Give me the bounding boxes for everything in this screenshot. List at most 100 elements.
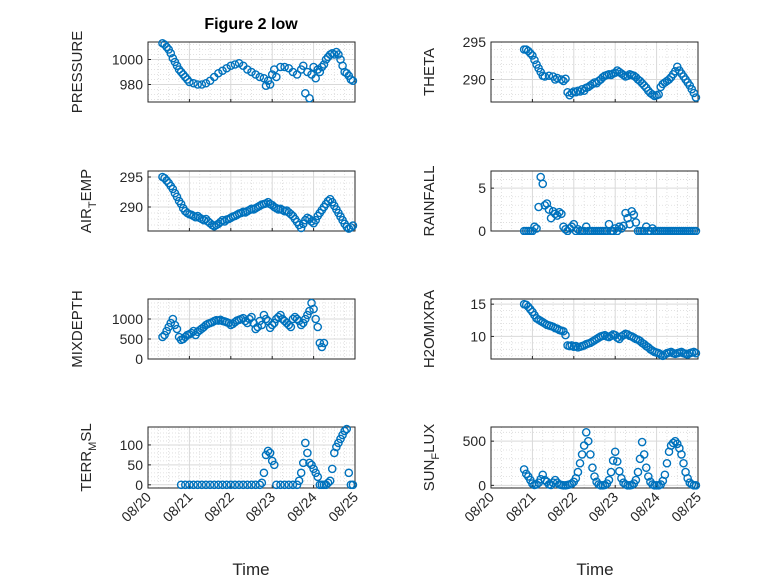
data-point: [274, 312, 283, 322]
data-point: [309, 304, 318, 314]
data-point: [257, 478, 267, 488]
series-markers: [176, 424, 358, 490]
x-tick-label: 08/21: [502, 489, 538, 525]
data-point: [240, 316, 250, 326]
data-point: [606, 70, 616, 80]
data-point: [185, 480, 194, 490]
series-markers: [158, 172, 358, 233]
data-point: [325, 476, 335, 486]
data-point: [298, 61, 308, 71]
data-point: [544, 71, 554, 81]
data-point: [641, 463, 651, 472]
data-point: [261, 81, 271, 91]
data-point: [280, 480, 289, 490]
y-tick-label: 100: [120, 437, 144, 453]
data-point: [259, 468, 269, 478]
data-point: [261, 314, 271, 324]
x-tick-label: 08/20: [461, 489, 497, 525]
data-point: [298, 458, 308, 468]
data-point: [590, 472, 599, 481]
x-axis-label-left: Time: [232, 560, 269, 579]
data-point: [193, 80, 202, 89]
x-tick-label: 08/22: [544, 489, 580, 525]
data-point: [588, 463, 597, 472]
data-point: [536, 172, 545, 182]
data-point: [319, 60, 329, 69]
y-axis-label: THETA: [421, 48, 438, 96]
data-point: [255, 72, 265, 82]
data-point: [230, 60, 240, 69]
data-point: [530, 55, 539, 65]
data-point: [193, 480, 202, 490]
data-point: [639, 81, 649, 90]
data-point: [187, 328, 196, 338]
data-point: [623, 71, 632, 81]
data-point: [348, 480, 358, 490]
data-point: [286, 209, 296, 219]
data-point: [664, 75, 674, 84]
data-point: [180, 72, 190, 82]
data-point: [220, 217, 229, 226]
series-markers: [519, 45, 701, 102]
y-tick-label: 1000: [112, 52, 143, 68]
data-point: [615, 466, 624, 476]
subplot-5: 0 500 1000 MIXDEPTH: [69, 290, 356, 368]
data-point: [691, 93, 701, 102]
data-point: [303, 448, 312, 458]
data-point: [575, 458, 585, 468]
data-point: [332, 47, 341, 57]
y-tick-label: 980: [120, 77, 144, 93]
data-point: [668, 438, 678, 448]
data-point: [691, 348, 701, 358]
x-tick-label: 08/24: [627, 489, 663, 525]
data-point: [528, 51, 537, 60]
data-point: [218, 480, 227, 490]
subplot-6: 10 15 H2OMIXRA: [421, 290, 701, 368]
data-point: [243, 480, 252, 490]
data-point: [305, 458, 314, 468]
data-point: [619, 70, 628, 80]
data-point: [532, 224, 541, 233]
data-point: [160, 40, 169, 49]
data-point: [290, 312, 300, 322]
data-point: [247, 480, 256, 490]
series-markers: [158, 38, 358, 103]
subplot-8: 0 500 08/20 08/21 08/22 08/23 08/24 08/25 SUNFLU…: [421, 424, 704, 525]
subplot-1: 980 1000 PRESSURE: [69, 31, 358, 113]
data-point: [617, 224, 626, 233]
data-point: [176, 67, 186, 77]
data-point: [660, 470, 670, 480]
data-point: [348, 76, 358, 86]
data-point: [523, 302, 533, 312]
data-point: [311, 215, 320, 225]
y-tick-label: 50: [127, 457, 143, 473]
y-axis-label: RAINFALL: [421, 166, 438, 237]
data-point: [689, 88, 699, 98]
data-point: [327, 464, 337, 474]
data-point: [639, 226, 649, 235]
data-point: [683, 473, 692, 483]
data-point: [180, 480, 190, 490]
data-point: [637, 437, 647, 447]
data-point: [311, 73, 320, 83]
data-point: [176, 480, 186, 490]
data-point: [294, 476, 304, 486]
data-point: [272, 480, 281, 490]
data-point: [526, 305, 535, 314]
data-point: [197, 480, 207, 490]
data-point: [557, 75, 566, 84]
data-point: [654, 90, 663, 99]
y-tick-label: 0: [135, 351, 143, 367]
data-point: [214, 480, 223, 490]
data-point: [172, 324, 182, 334]
data-point: [646, 226, 655, 235]
data-point: [276, 480, 285, 490]
data-point: [519, 465, 529, 474]
data-point: [648, 90, 657, 99]
axes-box: [490, 41, 699, 103]
data-point: [284, 320, 294, 330]
figure-title: Figure 2 low: [204, 16, 298, 33]
y-tick-label: 500: [463, 433, 487, 449]
data-point: [280, 62, 289, 72]
data-point: [612, 457, 622, 466]
